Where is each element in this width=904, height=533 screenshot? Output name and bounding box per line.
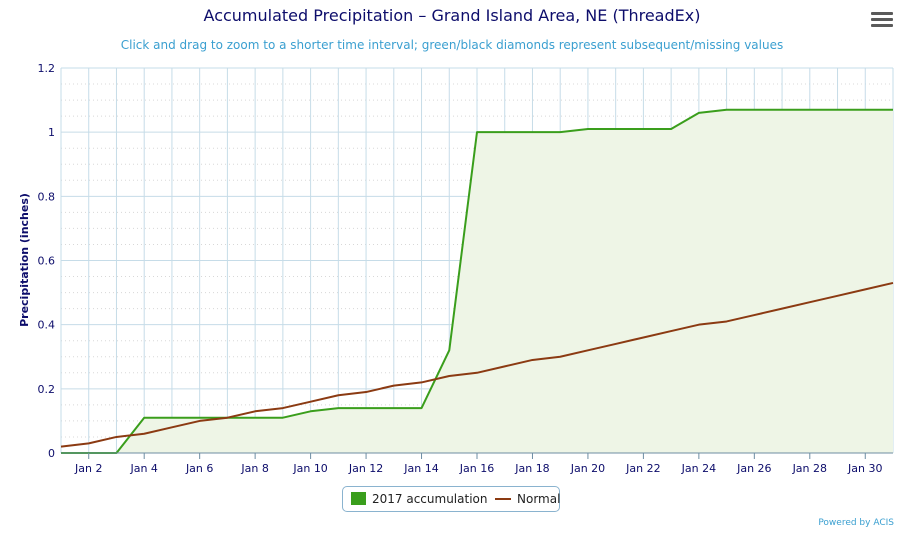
accumulation-point[interactable] <box>280 415 286 421</box>
x-tick-label: Jan 28 <box>792 462 827 475</box>
legend-label-normal: Normal <box>517 492 561 506</box>
credits-link[interactable]: Powered by ACIS <box>818 518 894 528</box>
y-tick-label: 1 <box>48 126 55 139</box>
x-tick-label: Jan 6 <box>185 462 213 475</box>
accumulation-point[interactable] <box>668 126 674 132</box>
x-tick-label: Jan 8 <box>240 462 268 475</box>
normal-point[interactable] <box>252 408 258 414</box>
x-tick-label: Jan 14 <box>403 462 438 475</box>
normal-point[interactable] <box>363 389 369 395</box>
normal-point[interactable] <box>419 379 425 385</box>
normal-point[interactable] <box>502 363 508 369</box>
x-tick-label: Jan 18 <box>514 462 549 475</box>
accumulation-point[interactable] <box>862 107 868 113</box>
axes-layer: 0 0.2 0.4 0.6 0.8 1 1.2 Jan 2 Jan 4 Jan 6 Jan 8 Jan… <box>38 62 893 475</box>
legend-item-normal[interactable]: Normal <box>495 492 560 506</box>
series-layer <box>58 107 896 454</box>
chart-subtitle: Click and drag to zoom to a shorter time… <box>120 38 784 52</box>
accumulation-point[interactable] <box>169 415 175 421</box>
normal-point[interactable] <box>862 286 868 292</box>
y-tick-label: 0.8 <box>38 190 56 203</box>
accumulation-point[interactable] <box>446 347 452 353</box>
x-tick-label: Jan 20 <box>570 462 605 475</box>
y-tick-label: 1.2 <box>38 62 56 75</box>
chart-title: Accumulated Precipitation – Grand Island… <box>203 6 701 25</box>
x-tick-label: Jan 4 <box>129 462 157 475</box>
x-tick-label: Jan 22 <box>625 462 660 475</box>
accumulation-point[interactable] <box>613 126 619 132</box>
accumulation-point[interactable] <box>141 415 147 421</box>
normal-point[interactable] <box>113 434 119 440</box>
x-tick-label: Jan 26 <box>736 462 771 475</box>
y-tick-label: 0.6 <box>38 255 56 268</box>
chart-legend: 2017 accumulation Normal <box>342 486 560 512</box>
area-layer <box>61 109 893 453</box>
legend-swatch-accumulation <box>351 492 366 505</box>
x-tick-label: Jan 30 <box>847 462 882 475</box>
legend-swatch-normal <box>495 498 511 500</box>
normal-point[interactable] <box>668 328 674 334</box>
normal-point[interactable] <box>391 383 397 389</box>
accumulation-point[interactable] <box>419 405 425 411</box>
x-tick-label: Jan 2 <box>74 462 102 475</box>
x-tick-label: Jan 10 <box>292 462 327 475</box>
normal-point[interactable] <box>640 335 646 341</box>
accumulation-point[interactable] <box>252 415 258 421</box>
accumulation-point[interactable] <box>807 107 813 113</box>
accumulation-point[interactable] <box>640 126 646 132</box>
normal-point[interactable] <box>335 392 341 398</box>
y-axis-label: Precipitation (inches) <box>18 193 31 327</box>
normal-point[interactable] <box>585 347 591 353</box>
accumulation-point[interactable] <box>308 408 314 414</box>
accumulation-point[interactable] <box>391 405 397 411</box>
accumulation-point[interactable] <box>502 129 508 135</box>
normal-point[interactable] <box>751 312 757 318</box>
normal-line[interactable] <box>60 281 894 448</box>
normal-point[interactable] <box>807 299 813 305</box>
accumulation-point[interactable] <box>585 126 591 132</box>
normal-point[interactable] <box>224 415 230 421</box>
normal-point[interactable] <box>58 444 64 450</box>
y-tick-label: 0.4 <box>38 319 56 332</box>
x-tick-label: Jan 12 <box>348 462 383 475</box>
normal-point[interactable] <box>280 405 286 411</box>
accumulation-point[interactable] <box>529 129 535 135</box>
normal-point[interactable] <box>169 424 175 430</box>
accumulation-line[interactable] <box>61 108 893 454</box>
accumulation-point[interactable] <box>335 405 341 411</box>
normal-point[interactable] <box>446 373 452 379</box>
accumulation-point[interactable] <box>363 405 369 411</box>
normal-point[interactable] <box>696 322 702 328</box>
normal-point[interactable] <box>557 354 563 360</box>
accumulation-point[interactable] <box>724 107 730 113</box>
normal-point[interactable] <box>890 280 896 286</box>
normal-point[interactable] <box>197 418 203 424</box>
normal-point[interactable] <box>724 318 730 324</box>
y-tick-label: 0 <box>48 447 55 460</box>
accumulation-point[interactable] <box>474 129 480 135</box>
normal-point[interactable] <box>835 293 841 299</box>
accumulation-point[interactable] <box>890 107 896 113</box>
accumulation-area <box>61 109 893 453</box>
accumulation-point[interactable] <box>835 107 841 113</box>
y-tick-label: 0.2 <box>38 383 56 396</box>
normal-point[interactable] <box>308 399 314 405</box>
legend-label-accumulation: 2017 accumulation <box>372 492 488 506</box>
x-tick-label: Jan 16 <box>459 462 494 475</box>
normal-point[interactable] <box>613 341 619 347</box>
legend-item-accumulation[interactable]: 2017 accumulation <box>351 492 487 506</box>
accumulation-point[interactable] <box>557 129 563 135</box>
normal-point[interactable] <box>86 440 92 446</box>
normal-point[interactable] <box>779 306 785 312</box>
normal-point[interactable] <box>141 431 147 437</box>
accumulation-point[interactable] <box>696 110 702 116</box>
hamburger-menu-icon[interactable] <box>871 12 893 30</box>
x-tick-label: Jan 24 <box>681 462 716 475</box>
normal-point[interactable] <box>474 370 480 376</box>
normal-point[interactable] <box>529 357 535 363</box>
accumulation-point[interactable] <box>779 107 785 113</box>
accumulation-point[interactable] <box>751 107 757 113</box>
